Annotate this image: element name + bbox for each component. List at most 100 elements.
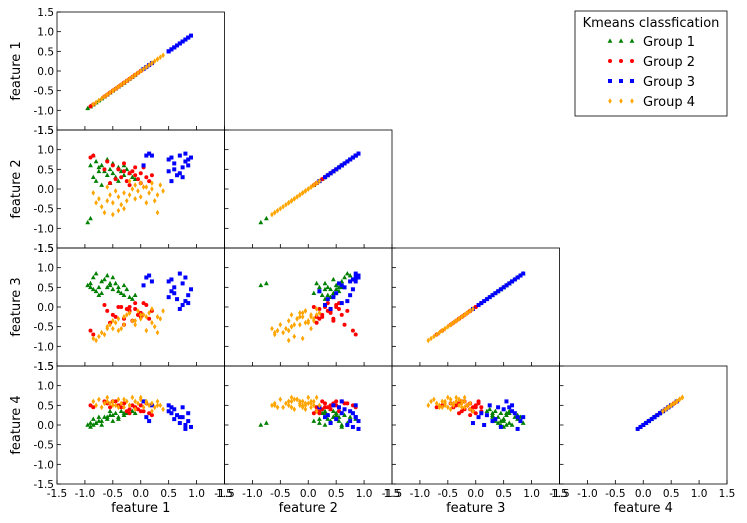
point-group-1: [110, 418, 116, 423]
point-group-4: [459, 404, 464, 411]
point-group-1: [99, 418, 105, 423]
point-group-3: [180, 39, 185, 44]
point-group-4: [292, 196, 297, 202]
point-group-4: [147, 190, 151, 196]
point-group-2: [476, 399, 481, 404]
point-group-4: [440, 404, 445, 411]
point-group-4: [454, 317, 459, 324]
x-tick-label: -1.5: [47, 488, 68, 500]
panel-4-2: -1.5 -1.0 -0.5 0.0 0.5 1.0 1.5 feature 2: [214, 365, 400, 516]
point-group-1: [311, 290, 317, 296]
point-group-4: [300, 402, 305, 409]
point-group-4: [155, 398, 160, 405]
point-group-3: [521, 415, 526, 420]
panel-frame: [56, 247, 225, 367]
point-group-2: [127, 407, 132, 412]
point-group-4: [105, 325, 110, 332]
point-group-4: [292, 406, 297, 413]
point-group-1: [93, 420, 99, 425]
point-group-3: [177, 41, 182, 46]
point-group-2: [454, 403, 459, 408]
point-group-1: [96, 414, 102, 419]
y-tick-label: 1.0: [37, 381, 54, 393]
point-group-4: [161, 308, 165, 314]
y-tick-label: -0.5: [34, 322, 55, 334]
point-group-3: [180, 415, 185, 420]
point-group-1: [121, 410, 127, 415]
point-group-3: [342, 161, 347, 166]
point-group-3: [482, 423, 487, 427]
legend-label: Group 1: [643, 35, 695, 50]
point-group-4: [124, 312, 129, 318]
point-group-1: [99, 290, 105, 296]
point-group-4: [144, 327, 149, 334]
point-group-3: [507, 405, 512, 410]
point-group-3: [356, 426, 361, 431]
y-tick-label: -1.0: [34, 341, 55, 353]
point-group-4: [471, 306, 475, 312]
point-group-4: [468, 308, 472, 314]
point-group-1: [263, 280, 269, 286]
point-group-4: [122, 321, 126, 328]
point-group-4: [94, 402, 98, 409]
y-tick-label: 0.5: [37, 282, 54, 294]
point-group-3: [183, 299, 188, 304]
point-group-1: [325, 284, 331, 290]
point-group-4: [113, 85, 118, 92]
point-group-4: [432, 333, 436, 340]
y-tick-label: 0.5: [37, 400, 54, 412]
point-group-3: [353, 271, 358, 276]
point-group-1: [96, 168, 102, 174]
point-group-4: [111, 87, 115, 94]
point-group-3: [186, 419, 191, 424]
point-group-1: [132, 410, 138, 415]
point-group-4: [158, 402, 163, 409]
point-group-1: [107, 166, 113, 172]
point-group-1: [104, 272, 110, 278]
point-group-3: [339, 411, 344, 416]
point-group-3: [331, 403, 336, 408]
point-group-4: [102, 331, 107, 338]
x-tick-label: 0.5: [160, 488, 177, 500]
point-group-2: [133, 301, 138, 306]
point-group-3: [482, 299, 487, 304]
point-group-3: [186, 163, 191, 168]
point-group-1: [99, 278, 105, 284]
point-group-4: [152, 58, 157, 64]
point-group-4: [666, 404, 671, 411]
y-tick-label: -1.0: [34, 223, 55, 235]
point-group-4: [286, 317, 291, 324]
point-group-4: [133, 398, 137, 405]
point-group-1: [317, 420, 322, 425]
point-group-1: [99, 162, 105, 168]
point-group-3: [183, 275, 188, 280]
point-group-4: [314, 180, 319, 186]
point-group-4: [471, 408, 475, 415]
point-group-1: [509, 422, 515, 427]
point-group-4: [289, 404, 294, 411]
point-group-3: [317, 289, 322, 294]
point-group-3: [350, 155, 355, 160]
point-group-3: [183, 426, 188, 431]
point-group-3: [169, 411, 174, 416]
point-group-2: [105, 308, 110, 313]
point-group-2: [144, 175, 149, 180]
point-group-4: [309, 314, 313, 320]
legend-marker: [630, 59, 634, 63]
point-group-4: [91, 398, 96, 405]
point-group-3: [175, 297, 180, 302]
point-group-2: [122, 161, 126, 166]
point-group-3: [510, 403, 515, 408]
point-group-1: [322, 408, 328, 414]
point-group-4: [306, 186, 311, 192]
point-group-3: [487, 295, 492, 300]
point-group-1: [85, 219, 91, 225]
point-group-4: [108, 321, 112, 328]
point-group-4: [275, 207, 280, 214]
point-group-4: [303, 308, 308, 314]
point-group-3: [339, 399, 344, 404]
point-group-2: [138, 171, 143, 176]
point-group-4: [448, 396, 453, 403]
y-tick-label: -0.5: [34, 440, 55, 452]
point-group-3: [504, 399, 509, 404]
